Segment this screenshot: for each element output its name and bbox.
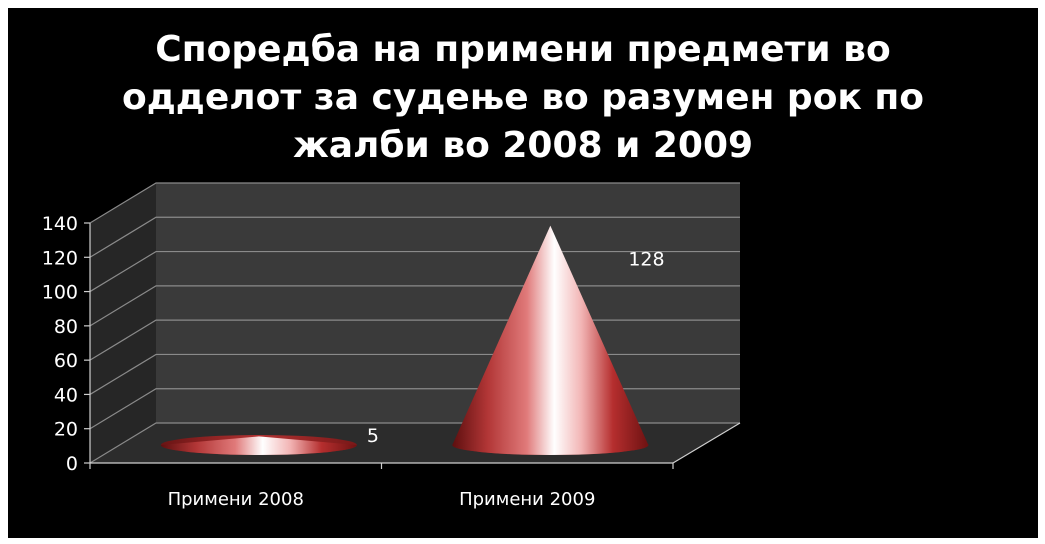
y-tick-label: 100	[42, 282, 78, 304]
cone-bar	[160, 436, 357, 455]
y-tick-label: 120	[42, 247, 78, 269]
y-tick-label: 40	[54, 384, 78, 406]
floor-edge-line	[672, 422, 741, 464]
y-tick-label: 0	[66, 453, 78, 475]
cone-chart: 0 20 40 60 80 100 120 140 5 Примени 2008 128 Примен…	[42, 182, 741, 510]
data-label: 5	[367, 425, 379, 447]
data-label: 128	[628, 249, 664, 271]
x-category-label: Примени 2008	[168, 489, 304, 510]
x-category-label: Примени 2009	[459, 489, 595, 510]
y-tick-label: 20	[54, 419, 78, 441]
gridline	[89, 216, 740, 258]
y-tick-label: 140	[42, 213, 78, 235]
y-tick-label: 60	[54, 350, 78, 372]
chart-title: Споредба на примени предмети во одделот …	[8, 26, 1038, 170]
y-tick-label: 80	[54, 316, 78, 338]
back-wall	[156, 183, 740, 423]
chart-title-line-3: жалби во 2008 и 2009	[292, 125, 754, 166]
gridline	[89, 182, 740, 224]
slide-background: Споредба на примени предмети во одделот …	[8, 8, 1038, 538]
cone-bar	[452, 225, 649, 455]
side-wall	[90, 183, 156, 463]
chart-title-line-1: Споредба на примени предмети во	[155, 29, 891, 70]
chart-title-line-2: одделот за судење во разумен рок по	[121, 77, 925, 118]
